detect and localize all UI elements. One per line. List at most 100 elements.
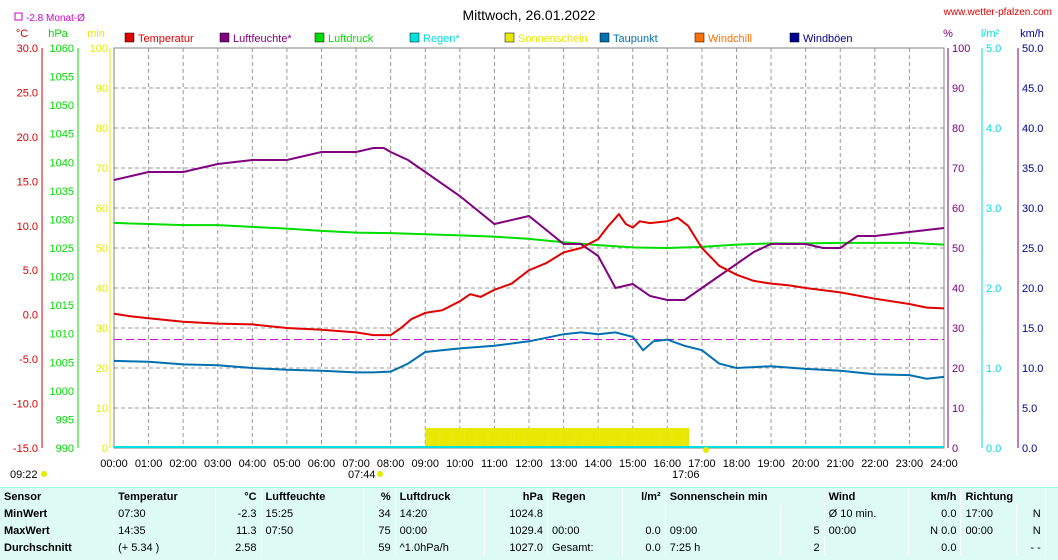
sunshine-bar [626, 428, 629, 448]
sunshine-bar [590, 428, 593, 448]
sunshine-bar [650, 428, 652, 448]
sunshine-bar [485, 428, 488, 448]
sunshine-bar [596, 428, 599, 448]
axis-tick-label: 30 [952, 323, 964, 335]
x-tick-label: 10:00 [446, 458, 474, 470]
legend-swatch [599, 32, 610, 43]
sunshine-bar [452, 428, 455, 448]
sunshine-bar [501, 428, 504, 448]
sunshine-bar [670, 428, 672, 448]
axis-tick-label: 40 [952, 283, 964, 295]
axis-tick-label: 50 [952, 243, 964, 255]
sunshine-bar [484, 428, 486, 448]
sunshine-bar [432, 428, 435, 448]
sunshine-bar [439, 428, 442, 448]
stats-row-min: MinWert 07:30 -2.3 15:25 34 14:20 1024.8… [0, 505, 1058, 522]
row-label: MaxWert [0, 522, 115, 539]
sunshine-bar [526, 428, 528, 448]
sunshine-bar [638, 428, 641, 448]
sunshine-bar [601, 428, 603, 448]
cell: (+ 5.34 ) [113, 539, 217, 556]
axis-tick-label: 30.0 [17, 43, 38, 55]
sunshine-bar [475, 428, 478, 448]
sunshine-bar [534, 428, 537, 448]
bottom-time-label: 09:22 [10, 469, 38, 481]
sunshine-bar [576, 428, 579, 448]
sunshine-bar [472, 428, 475, 448]
x-tick-label: 20:00 [792, 458, 820, 470]
stats-header-row: Sensor Temperatur °C Luftfeuchte % Luftd… [0, 488, 1058, 505]
axis-tick-label: 20 [96, 363, 108, 375]
legend-swatch [219, 32, 230, 43]
legend-label: Regen* [423, 33, 460, 45]
cell: N [1016, 505, 1046, 522]
x-tick-label: 00:00 [100, 458, 128, 470]
axis-tick-label: 5.0 [986, 43, 1001, 55]
axis-tick-label: 990 [56, 443, 74, 455]
x-tick-label: 06:00 [308, 458, 336, 470]
axis-tick-label: 30.0 [1022, 203, 1043, 215]
sunset-icon [703, 447, 709, 453]
cell: 07:30 [113, 505, 217, 522]
axis-tick-label: 1035 [50, 186, 74, 198]
axis-tick-label: 40.0 [1022, 123, 1043, 135]
sunshine-bar [543, 428, 546, 448]
hdr-sun: Sonnenschein min [665, 488, 825, 505]
legend-label: Temperatur [138, 33, 194, 45]
sunshine-bar [651, 428, 654, 448]
sunshine-bar [524, 428, 527, 448]
axis-tick-label: 1045 [50, 129, 74, 141]
sunshine-bar [583, 428, 586, 448]
sunshine-bar [497, 428, 499, 448]
axis-tick-label: 1.0 [986, 363, 1001, 375]
sunshine-bar [673, 428, 675, 448]
sunshine-bar [468, 428, 471, 448]
x-tick-label: 21:00 [826, 458, 854, 470]
axis-tick-label: 5.0 [1022, 403, 1037, 415]
sunshine-bar [563, 428, 566, 448]
sunshine-bar [674, 428, 677, 448]
cell: 75 [363, 522, 396, 539]
sunshine-bar [644, 428, 646, 448]
x-tick-label: 14:00 [584, 458, 612, 470]
sunshine-bar [639, 428, 642, 448]
sunshine-bar [531, 428, 534, 448]
axis-tick-label: 1000 [50, 386, 74, 398]
cell: 2.58 [215, 539, 262, 556]
x-tick-label: 08:00 [377, 458, 405, 470]
sunshine-bar [615, 428, 618, 448]
x-tick-label: 09:00 [411, 458, 439, 470]
cell: 07:50 [261, 522, 365, 539]
hdr-hum-unit: % [363, 488, 396, 505]
legend-label: Sonnenschein [518, 33, 588, 45]
cell: 1029.4 [484, 522, 548, 539]
sunshine-bar [655, 428, 658, 448]
axis-tick-label: 25.0 [1022, 243, 1043, 255]
sunshine-bar [567, 428, 570, 448]
axis-tick-label: 100 [952, 43, 970, 55]
sunshine-bar [573, 428, 576, 448]
x-tick-label: 24:00 [930, 458, 958, 470]
sunshine-bar [436, 428, 439, 448]
sunshine-bar [491, 428, 494, 448]
cell: N 0.0 [908, 522, 962, 539]
axis-tick-label: 45.0 [1022, 83, 1043, 95]
axis-tick-label: 60 [96, 203, 108, 215]
legend-swatch [314, 32, 325, 43]
sunshine-bar [665, 428, 668, 448]
axis-unit-labels: °C hPa min% l/m² km/h [16, 28, 1044, 40]
sunshine-bar [557, 428, 560, 448]
sunshine-bar [647, 428, 649, 448]
sunshine-bar [632, 428, 635, 448]
axis-tick-label: -5.0 [19, 354, 38, 366]
sunshine-bar [490, 428, 492, 448]
sunshine-bar [616, 428, 619, 448]
sunshine-bar [495, 428, 498, 448]
sunshine-bar [621, 428, 623, 448]
x-tick-label: 01:00 [135, 458, 163, 470]
axis-tick-label: 35.0 [1022, 163, 1043, 175]
axis-tick-label: 25.0 [17, 87, 38, 99]
row-label: MinWert [0, 505, 115, 522]
axis-tick-label: 1015 [50, 300, 74, 312]
x-tick-label: 07:00 [342, 458, 370, 470]
